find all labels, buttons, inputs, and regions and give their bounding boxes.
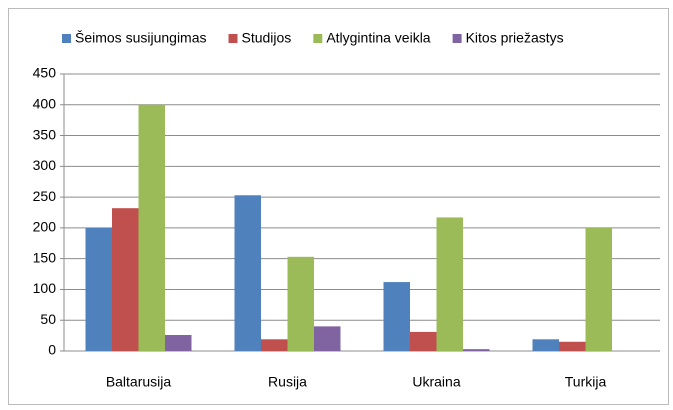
y-tick-label: 350 xyxy=(33,126,57,142)
legend-swatch xyxy=(452,34,462,43)
legend-label: Šeimos susijungimas xyxy=(75,30,207,46)
legend-label: Kitos priežastys xyxy=(466,30,564,46)
legend-label: Studijos xyxy=(242,30,292,46)
bar xyxy=(287,256,314,351)
y-tick-label: 400 xyxy=(33,95,57,111)
bar xyxy=(559,341,586,351)
y-tick-label: 450 xyxy=(33,65,57,81)
bar xyxy=(532,339,559,351)
bar xyxy=(585,227,612,351)
bar xyxy=(436,217,463,351)
bar xyxy=(138,104,165,352)
x-tick-label: Rusija xyxy=(268,374,307,390)
bar xyxy=(410,331,437,351)
bar xyxy=(463,349,490,351)
bar xyxy=(261,339,288,351)
x-tick-label: Turkija xyxy=(565,374,607,390)
legend-label: Atlygintina veikla xyxy=(326,30,430,46)
y-tick-label: 50 xyxy=(40,311,56,327)
bar xyxy=(234,195,261,351)
y-tick-label: 100 xyxy=(33,280,57,296)
y-tick-label: 0 xyxy=(48,342,56,358)
bar xyxy=(112,208,139,351)
bar xyxy=(85,227,112,351)
bar xyxy=(165,334,192,351)
y-tick-label: 300 xyxy=(33,157,57,173)
y-tick-label: 250 xyxy=(33,188,57,204)
legend-swatch xyxy=(313,34,323,43)
bar xyxy=(314,326,341,351)
legend-swatch xyxy=(228,34,238,43)
legend-swatch xyxy=(62,34,71,43)
x-tick-label: Baltarusija xyxy=(106,374,172,390)
y-tick-label: 200 xyxy=(33,219,57,235)
y-tick-label: 150 xyxy=(33,249,57,265)
bar xyxy=(383,282,410,351)
x-tick-label: Ukraina xyxy=(412,374,460,390)
